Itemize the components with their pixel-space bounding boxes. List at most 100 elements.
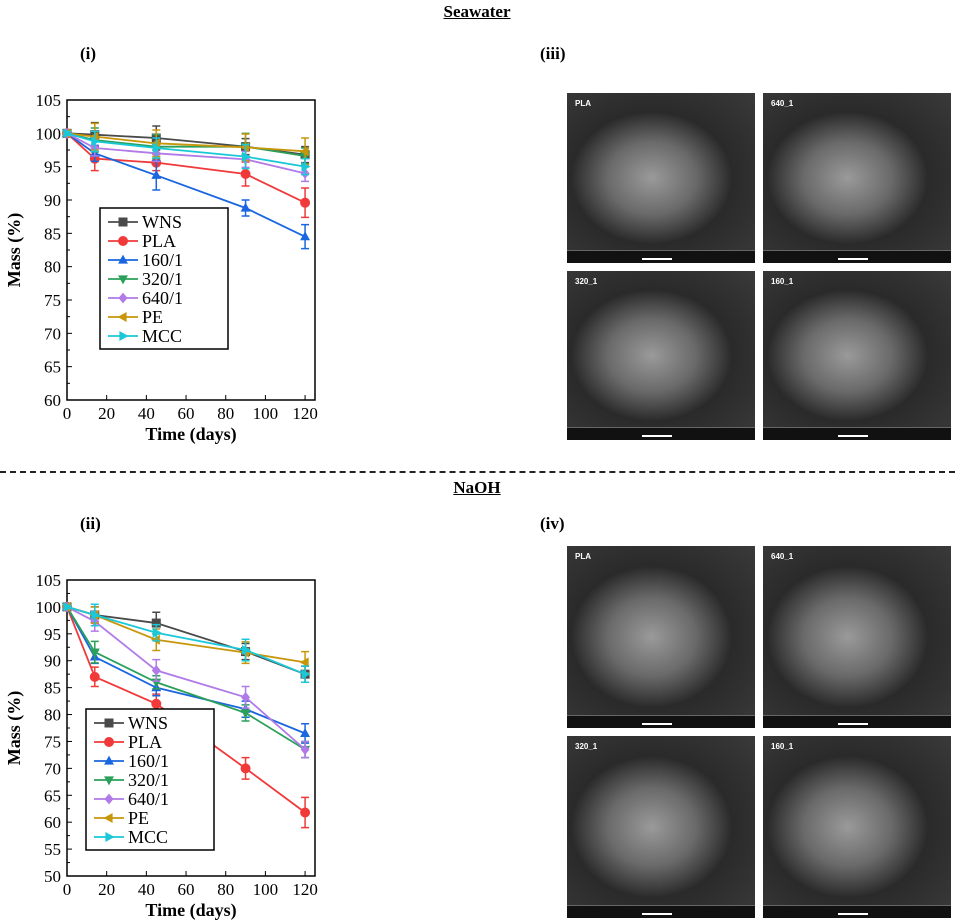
legend-label: MCC (142, 326, 182, 346)
sem-image-iii-640-1: 640_1 (763, 93, 951, 263)
legend-marker (104, 755, 114, 765)
legend-marker (117, 312, 127, 322)
x-tick-label: 20 (98, 404, 115, 423)
series-640-1-point (151, 665, 161, 676)
legend-marker (103, 813, 113, 823)
y-tick-label: 100 (36, 598, 62, 617)
legend-label: PLA (142, 231, 176, 251)
legend-label: 160/1 (142, 250, 183, 270)
sem-label: PLA (575, 99, 591, 108)
y-tick-label: 55 (44, 840, 61, 859)
x-tick-label: 40 (138, 404, 155, 423)
legend-marker (104, 793, 114, 805)
y-tick-label: 75 (44, 291, 61, 310)
sem-label: 320_1 (575, 742, 598, 751)
sem-image-iv-160-1: 160_1 (763, 736, 951, 918)
x-tick-label: 120 (292, 404, 318, 423)
y-tick-label: 95 (44, 625, 61, 644)
sem-image-iii-160-1: 160_1 (763, 270, 951, 440)
series-pe-point (150, 634, 160, 645)
series-pla-point (300, 807, 311, 818)
sem-label: 320_1 (575, 276, 598, 286)
legend-label: PE (128, 808, 149, 828)
y-tick-label: 80 (44, 258, 61, 277)
sem-image-iv-320-1: 320_1 (567, 736, 755, 918)
x-tick-label: 20 (98, 880, 115, 899)
y-tick-label: 65 (44, 786, 61, 805)
series-mcc-line (66, 606, 306, 676)
x-tick-label: 60 (178, 880, 195, 899)
x-tick-label: 100 (253, 880, 279, 899)
series-640-1-point (300, 744, 310, 755)
y-tick-label: 80 (44, 706, 61, 725)
y-tick-label: 65 (44, 358, 61, 377)
y-tick-label: 85 (44, 224, 61, 243)
legend-marker (105, 832, 115, 842)
x-tick-label: 0 (63, 404, 72, 423)
legend-label: 640/1 (142, 288, 183, 308)
panel-label-iv: (iv) (540, 514, 565, 533)
series-pla-point (151, 698, 162, 709)
series-160-1-point (300, 231, 311, 241)
x-tick-label: 120 (292, 880, 318, 899)
y-tick-label: 105 (36, 571, 62, 590)
series-mcc-point (241, 151, 251, 162)
y-tick-label: 90 (44, 191, 61, 210)
series-wns-point (151, 618, 161, 628)
panel-label-iii: (iii) (540, 44, 566, 63)
sem-label: 160_1 (771, 742, 794, 751)
legend-marker (119, 331, 129, 341)
series-pla-point (240, 763, 251, 774)
panel-label-ii: (ii) (80, 514, 101, 533)
series-640-1-point (241, 691, 251, 703)
legend-label: 160/1 (128, 751, 169, 771)
y-tick-label: 75 (44, 732, 61, 751)
panel-label-i: (i) (80, 44, 97, 63)
legend-label: PE (142, 307, 163, 327)
sem-label: 160_1 (771, 276, 794, 286)
legend-marker (118, 236, 128, 246)
y-tick-label: 85 (44, 679, 61, 698)
sem-image-iv-640-1: 640_1 (763, 546, 951, 728)
x-tick-label: 80 (217, 880, 234, 899)
series-mcc-point (91, 610, 101, 620)
series-mcc-point (152, 627, 162, 638)
x-axis-label: Time (days) (145, 424, 236, 445)
sem-label: 640_1 (771, 99, 794, 108)
series-pla-line (66, 132, 306, 204)
x-tick-label: 0 (63, 880, 72, 899)
y-axis-label: Mass (%) (4, 213, 25, 288)
legend-marker (104, 737, 114, 747)
series-mcc-point (241, 645, 251, 655)
legend-label: PLA (128, 732, 162, 752)
series-pla-point (300, 197, 311, 208)
sem-label: PLA (575, 552, 591, 561)
series-160-1-point (151, 169, 162, 179)
heading-naoh: NaOH (453, 478, 501, 497)
series-pla-point (240, 169, 251, 179)
series-pla-point (89, 671, 100, 682)
series-320-1-point (89, 648, 100, 658)
y-tick-label: 100 (36, 124, 62, 143)
series-pe-point (299, 146, 309, 157)
series-mcc-point (152, 143, 162, 153)
sem-image-iv-pla: PLA (567, 546, 755, 728)
legend-marker (104, 718, 114, 728)
y-axis-label: Mass (%) (4, 691, 25, 766)
y-tick-label: 60 (44, 391, 61, 410)
series-mcc-point (63, 128, 73, 139)
legend-label: MCC (128, 827, 168, 847)
legend-label: WNS (128, 713, 168, 733)
y-tick-label: 50 (44, 867, 61, 886)
heading-seawater: Seawater (443, 2, 511, 21)
x-axis-label: Time (days) (145, 900, 236, 921)
series-320-1-point (240, 709, 251, 719)
legend-marker (104, 776, 114, 786)
series-mcc-point (63, 601, 73, 612)
y-tick-label: 70 (44, 324, 61, 343)
series-mcc-point (91, 136, 101, 147)
sem-image-iii-320-1: 320_1 (567, 270, 755, 440)
